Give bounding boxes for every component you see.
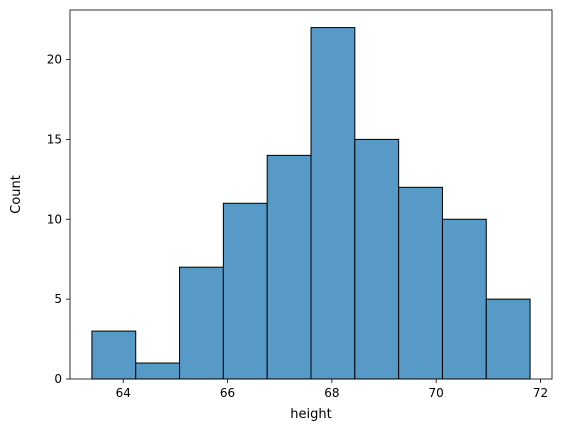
axes-group (69, 9, 553, 380)
y-axis-label: Count (9, 175, 24, 214)
ticks-group: 64 66 68 70 72 0 5 10 15 20 (47, 53, 548, 400)
histogram-bar-0 (91, 330, 137, 380)
x-tick-label: 70 (429, 386, 444, 400)
histogram-bar-1 (135, 362, 181, 380)
histogram-bar-9 (485, 298, 531, 380)
histogram-bar-2 (179, 266, 224, 380)
x-tick-label: 64 (116, 386, 131, 400)
x-tick-label: 68 (324, 386, 339, 400)
y-tick-label: 15 (47, 132, 62, 146)
histogram-bar-4 (266, 154, 312, 380)
y-tick-label: 0 (54, 372, 62, 386)
histogram-bar-7 (398, 186, 443, 380)
bars-group (91, 27, 531, 380)
x-axis-label: height (290, 407, 331, 422)
histogram-bar-6 (354, 138, 400, 380)
x-tick-label: 72 (533, 386, 548, 400)
histogram-bar-3 (222, 202, 268, 380)
histogram-bar-8 (441, 218, 487, 380)
x-tick-label: 66 (220, 386, 235, 400)
y-tick-label: 10 (47, 212, 62, 226)
y-tick-label: 5 (54, 292, 62, 306)
y-tick-label: 20 (47, 53, 62, 67)
plot-frame (69, 9, 553, 380)
histogram-bar-5 (310, 27, 356, 380)
